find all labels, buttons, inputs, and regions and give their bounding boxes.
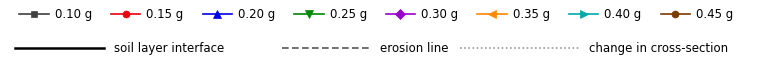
Text: 0.10 g: 0.10 g (55, 8, 92, 21)
Text: soil layer interface: soil layer interface (114, 42, 224, 55)
Text: 0.25 g: 0.25 g (330, 8, 367, 21)
Text: 0.20 g: 0.20 g (238, 8, 275, 21)
Text: 0.15 g: 0.15 g (147, 8, 184, 21)
Text: change in cross-section: change in cross-section (589, 42, 728, 55)
Text: 0.30 g: 0.30 g (421, 8, 458, 21)
Text: 0.35 g: 0.35 g (513, 8, 550, 21)
Text: 0.40 g: 0.40 g (604, 8, 642, 21)
Text: erosion line: erosion line (380, 42, 449, 55)
Text: 0.45 g: 0.45 g (696, 8, 734, 21)
